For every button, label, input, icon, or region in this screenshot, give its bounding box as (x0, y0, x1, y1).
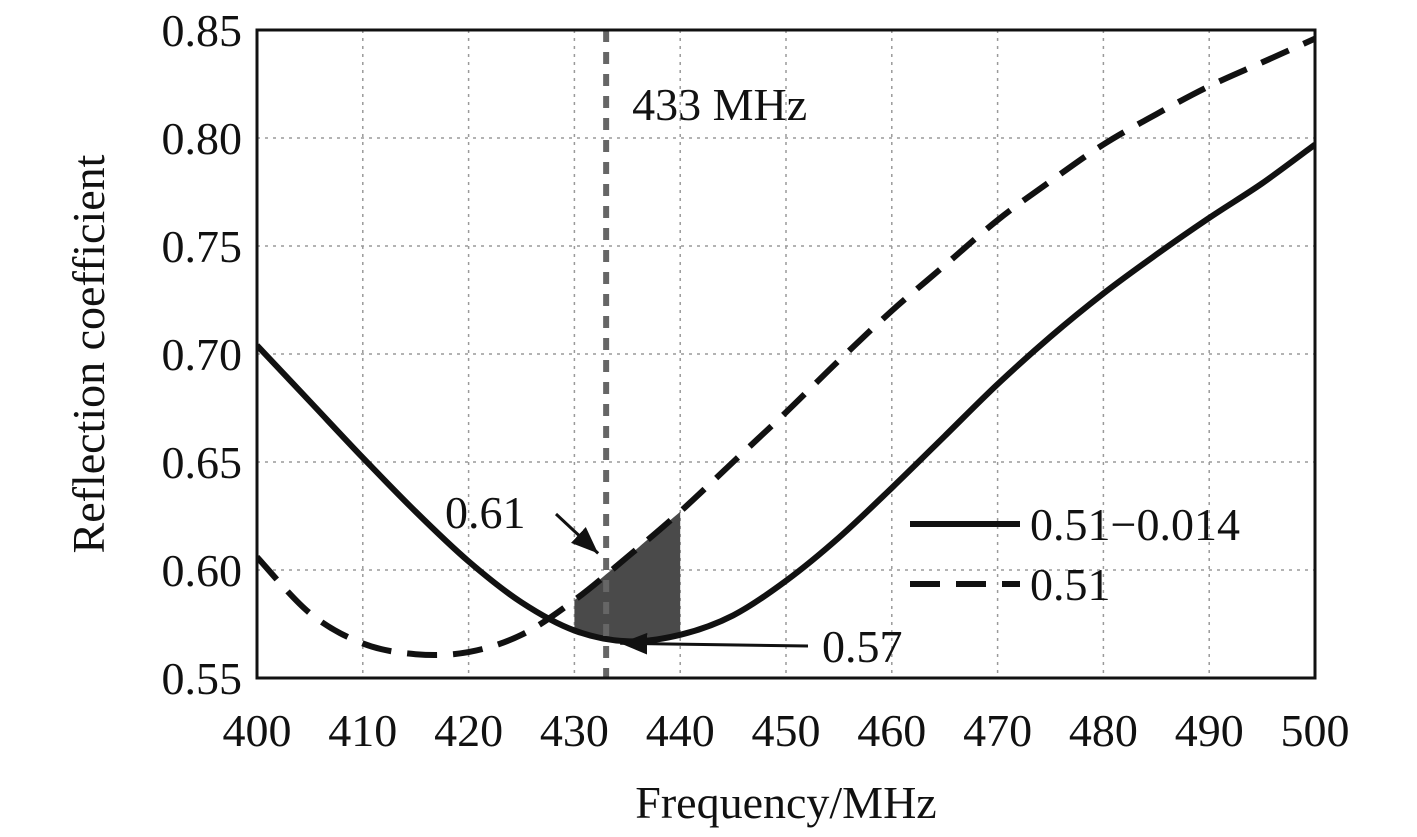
y-axis-title: Reflection coefficient (63, 154, 114, 553)
y-tick-label: 0.70 (162, 329, 243, 380)
y-tick-label: 0.80 (162, 113, 243, 164)
marker-line-label: 433 MHz (632, 79, 807, 130)
annotation-arrow-0-61 (554, 512, 600, 555)
y-tick-label: 0.65 (162, 437, 243, 488)
y-tick-label: 0.55 (162, 653, 243, 704)
y-tick-label: 0.75 (162, 221, 243, 272)
x-tick-label: 420 (434, 705, 503, 756)
y-tick-label: 0.85 (162, 5, 243, 56)
shaded-region (574, 511, 681, 642)
x-tick-label: 440 (646, 705, 715, 756)
x-axis-title: Frequency/MHz (635, 777, 936, 828)
series-line-dashed (257, 35, 1315, 659)
x-tick-label: 400 (223, 705, 292, 756)
legend-label-dashed: 0.51 (1030, 559, 1111, 610)
annotation-label-0-61: 0.61 (445, 487, 526, 538)
x-tick-label: 460 (857, 705, 926, 756)
annotation-label-0-57: 0.57 (822, 621, 903, 672)
x-tick-label: 500 (1281, 705, 1350, 756)
x-tick-label: 450 (752, 705, 821, 756)
legend-label-solid: 0.51−0.014 (1030, 499, 1240, 550)
x-tick-label: 470 (963, 705, 1032, 756)
y-tick-label: 0.60 (162, 545, 243, 596)
x-tick-label: 430 (540, 705, 609, 756)
x-tick-label: 480 (1069, 705, 1138, 756)
x-tick-label: 490 (1175, 705, 1244, 756)
annotation-arrow-0-57 (620, 632, 809, 655)
x-tick-label: 410 (328, 705, 397, 756)
series-line-solid (257, 142, 1315, 645)
plot-frame (255, 28, 1317, 680)
